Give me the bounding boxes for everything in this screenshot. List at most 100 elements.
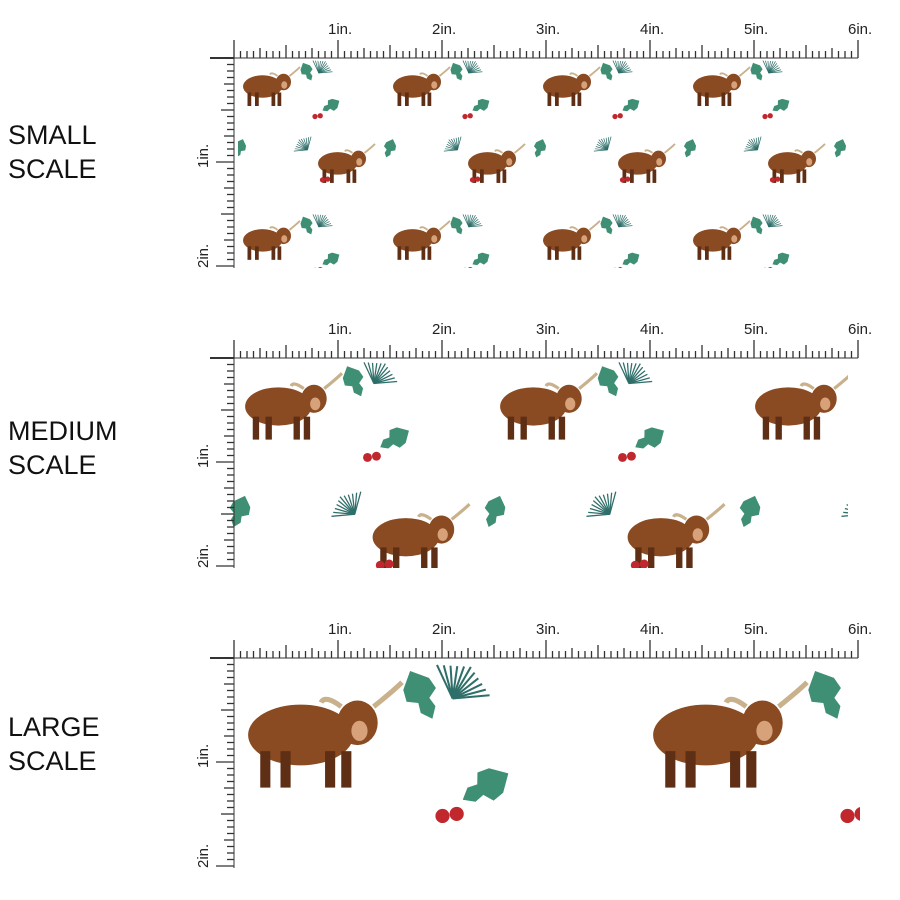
berries-motif	[762, 113, 773, 120]
holly-leaf-motif	[533, 139, 547, 158]
berries-motif	[769, 176, 781, 183]
label-line: SCALE	[8, 746, 97, 776]
holly-leaf-motif	[300, 216, 313, 235]
highland-cow-motif	[248, 680, 404, 788]
pine-sprig-motif	[312, 60, 333, 74]
vertical-ruler: 1in. 2in.	[195, 657, 235, 868]
holly-leaf-motif	[322, 98, 340, 112]
holly-leaf-motif	[300, 62, 313, 81]
berries-motif	[469, 176, 481, 183]
ruler-label: 5in.	[744, 21, 768, 38]
ruler-label: 3in.	[536, 21, 560, 38]
ruler-label: 6in.	[848, 21, 872, 38]
ruler-label: 1in.	[328, 621, 352, 638]
highland-cow-motif	[693, 220, 751, 260]
highland-cow-motif	[500, 372, 599, 440]
holly-leaf-motif	[403, 671, 436, 719]
highland-cow-motif	[627, 502, 726, 568]
highland-cow-motif	[693, 66, 751, 106]
pine-sprig-motif	[743, 136, 762, 152]
highland-cow-motif	[245, 372, 344, 440]
ruler-label: 3in.	[536, 621, 560, 638]
highland-cow-motif	[393, 66, 451, 106]
label-line: MEDIUM	[8, 416, 118, 446]
large-scale-panel: LARGE SCALE 1in. 2in. 3in. 4in. 5in. 6in. 1in. 2…	[0, 600, 900, 900]
berries-motif	[363, 451, 381, 462]
highland-cow-motif	[243, 220, 301, 260]
pine-sprig-motif	[612, 60, 633, 74]
highland-cow-motif	[653, 680, 809, 788]
holly-leaf-motif	[383, 139, 397, 158]
holly-leaf-motif	[772, 252, 790, 266]
highland-cow-motif	[468, 143, 526, 183]
berries-motif	[618, 451, 636, 462]
berries-motif	[840, 807, 860, 824]
berries-motif	[613, 266, 623, 268]
fabric-swatch-small: 1in. 2in. 3in. 4in. 5in. 6in. 1in. 2in.	[195, 21, 872, 268]
ruler-label: 2in.	[432, 621, 456, 638]
ruler-label: 2in.	[432, 21, 456, 38]
pine-sprig-motif	[612, 214, 633, 228]
holly-leaf-motif	[600, 216, 613, 235]
holly-leaf-motif	[772, 98, 790, 112]
vertical-ruler: 1in. 2in.	[195, 357, 235, 568]
pine-sprig-motif	[762, 60, 783, 74]
fabric-print	[218, 358, 848, 568]
ruler-label: 1in.	[195, 144, 212, 168]
label-line: SMALL	[8, 120, 97, 150]
highland-cow-motif	[543, 66, 601, 106]
holly-leaf-motif	[238, 139, 247, 158]
label-line: LARGE	[8, 712, 100, 742]
holly-leaf-motif	[683, 139, 697, 158]
pine-sprig-motif	[762, 214, 783, 228]
holly-leaf-motif	[484, 495, 506, 528]
pine-sprig-motif	[293, 136, 312, 152]
horizontal-ruler: 1in. 2in. 3in. 4in. 5in. 6in.	[233, 321, 872, 359]
scale-label: MEDIUM SCALE	[8, 414, 118, 482]
highland-cow-motif	[372, 502, 471, 568]
ruler-label: 2in.	[432, 321, 456, 338]
ruler-label: 2in.	[195, 544, 212, 568]
fabric-print	[238, 58, 860, 268]
ruler-label: 3in.	[536, 321, 560, 338]
holly-leaf-motif	[322, 252, 340, 266]
medium-scale-panel: MEDIUM SCALE 1in. 2in. 3in. 4in. 5in. 6in. 1in.…	[0, 300, 900, 600]
ruler-label: 5in.	[744, 321, 768, 338]
scale-label: LARGE SCALE	[8, 710, 100, 778]
holly-leaf-motif	[739, 495, 761, 528]
ruler-label: 4in.	[640, 21, 664, 38]
holly-leaf-motif	[472, 98, 490, 112]
holly-leaf-motif	[229, 495, 251, 528]
holly-leaf-motif	[450, 62, 463, 81]
ruler-label: 2in.	[195, 244, 212, 268]
highland-cow-motif	[768, 143, 826, 183]
holly-leaf-motif	[472, 252, 490, 266]
berries-motif	[612, 113, 623, 120]
label-line: SCALE	[8, 450, 97, 480]
pine-sprig-motif	[462, 214, 483, 228]
holly-leaf-motif	[635, 427, 664, 449]
berries-motif	[312, 113, 323, 120]
berries-motif	[313, 266, 323, 268]
highland-cow-motif	[543, 220, 601, 260]
small-scale-panel: SMALL SCALE 1in. 2in. 3in. 4in. 5in. 6in. 1in. 2…	[0, 0, 900, 300]
scale-label: SMALL SCALE	[8, 118, 97, 186]
holly-leaf-motif	[597, 366, 619, 397]
ruler-label: 4in.	[640, 321, 664, 338]
ruler-label: 1in.	[195, 744, 212, 768]
berries-motif	[630, 559, 649, 568]
holly-leaf-motif	[600, 62, 613, 81]
pine-sprig-motif	[841, 500, 848, 517]
highland-cow-motif	[755, 374, 848, 440]
holly-leaf-motif	[462, 768, 509, 802]
vertical-ruler: 1in. 2in.	[195, 57, 235, 268]
holly-leaf-motif	[808, 671, 841, 719]
label-line: SCALE	[8, 154, 97, 184]
pine-sprig-motif	[436, 664, 490, 700]
horizontal-ruler: 1in. 2in. 3in. 4in. 5in. 6in.	[233, 621, 872, 659]
berries-motif	[375, 559, 394, 568]
pine-sprig-motif	[618, 362, 653, 385]
horizontal-ruler: 1in. 2in. 3in. 4in. 5in. 6in.	[233, 21, 872, 59]
pine-sprig-motif	[593, 136, 612, 152]
pine-sprig-motif	[462, 60, 483, 74]
